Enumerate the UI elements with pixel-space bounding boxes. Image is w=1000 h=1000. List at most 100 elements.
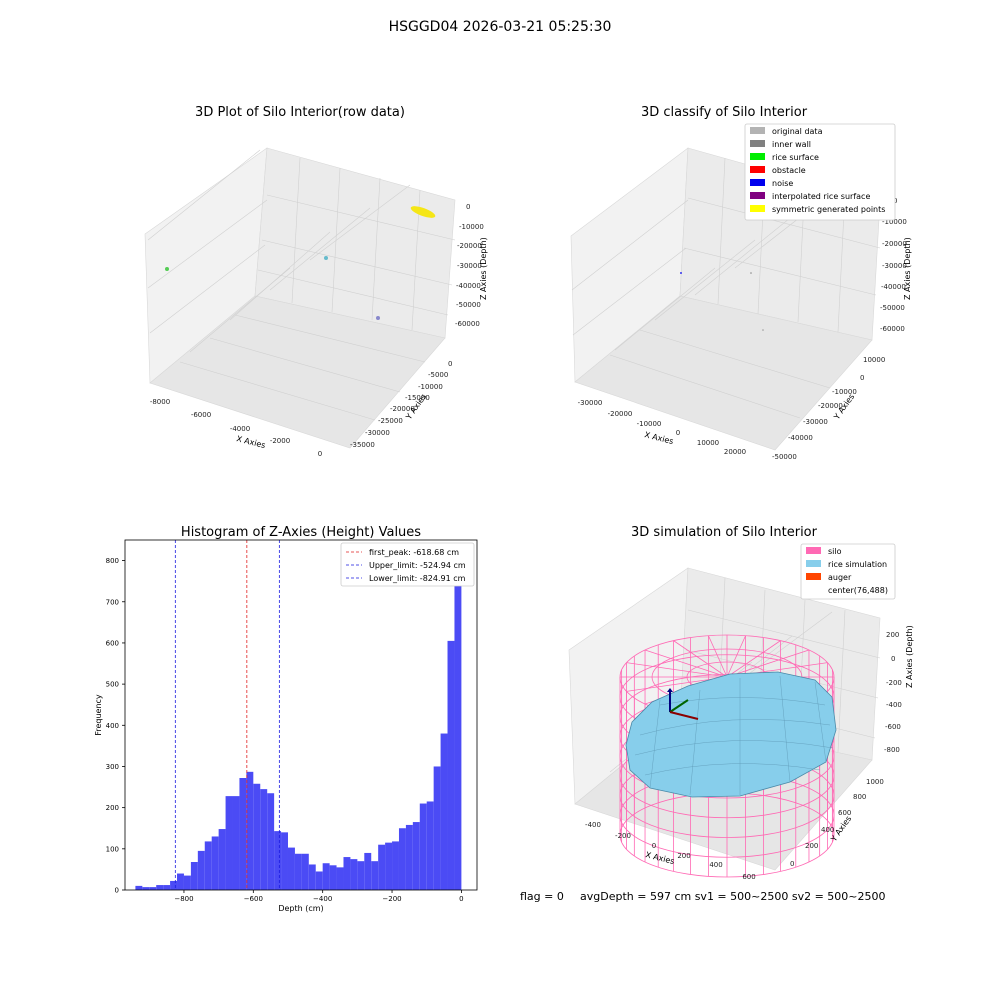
histogram-legend-box bbox=[340, 542, 475, 587]
raw3d-xtick: -2000 bbox=[270, 437, 290, 445]
sim3d-legend-label: center(76,488) bbox=[828, 586, 888, 595]
raw3d-xtick: 0 bbox=[318, 450, 322, 458]
silo-roof-spoke bbox=[726, 640, 781, 678]
raw3d-ztick: 0 bbox=[466, 203, 470, 211]
sim3d-ztick: -200 bbox=[886, 679, 902, 687]
sim3d-ytick: 200 bbox=[805, 842, 818, 850]
histogram-bar bbox=[225, 796, 233, 890]
classify3d-xtick: -10000 bbox=[637, 420, 662, 428]
raw3d-ztick: -40000 bbox=[456, 282, 481, 290]
histogram-ylabel: Frequency bbox=[94, 694, 103, 736]
classify3d-legend-label: symmetric generated points bbox=[772, 205, 885, 214]
raw3d-ytick: -20000 bbox=[390, 405, 415, 413]
sim3d-title: 3D simulation of Silo Interior bbox=[631, 525, 818, 540]
histogram-bar bbox=[301, 853, 309, 890]
histogram-ytick-label: 100 bbox=[106, 845, 119, 853]
silo-roof-spoke bbox=[644, 649, 728, 678]
silo-roof-spoke bbox=[673, 640, 728, 678]
histogram-bar bbox=[454, 560, 462, 890]
histogram-bar bbox=[204, 841, 212, 890]
histogram-bar bbox=[419, 803, 427, 890]
raw3d-grid bbox=[147, 149, 456, 421]
histogram-ytick-label: 500 bbox=[106, 681, 119, 689]
classify3d-legend-label: original data bbox=[772, 127, 823, 136]
histogram-bar bbox=[350, 859, 358, 890]
classify3d-legend-box bbox=[744, 123, 896, 221]
sim3d-legend-swatch bbox=[806, 560, 821, 567]
histogram-bar bbox=[253, 783, 261, 890]
histogram-xtick-label: 0 bbox=[459, 895, 463, 903]
classify3d-xtick: 20000 bbox=[724, 448, 746, 456]
histogram-bar bbox=[308, 864, 316, 890]
classify3d-point-wall bbox=[750, 272, 752, 274]
raw3d-xlabel: X Axies bbox=[236, 434, 267, 450]
histogram-ytick-label: 300 bbox=[106, 763, 119, 771]
sim3d-ztick: -400 bbox=[886, 701, 902, 709]
classify3d-ytick: -50000 bbox=[772, 453, 797, 461]
sim3d-ytick: 1000 bbox=[866, 778, 884, 786]
histogram-bar bbox=[364, 852, 372, 890]
histogram-bar bbox=[287, 847, 295, 890]
silo-roof-spoke bbox=[726, 649, 810, 678]
histogram-bar bbox=[385, 842, 393, 890]
classify3d-panel: 3D classify of Silo Interior -30000 -200… bbox=[570, 105, 912, 461]
histogram-bar bbox=[232, 796, 240, 890]
sim3d-zticks: 200 0 -200 -400 -600 -800 bbox=[884, 631, 902, 754]
sim3d-zlabel: Z Axies (Depth) bbox=[905, 625, 914, 688]
sim3d-legend-swatch bbox=[806, 547, 821, 554]
histogram-legend-label: Lower_limit: -824.91 cm bbox=[369, 574, 466, 583]
classify3d-legend-swatch bbox=[750, 153, 765, 160]
classify3d-xtick: -30000 bbox=[578, 399, 603, 407]
raw3d-ztick: -50000 bbox=[456, 301, 481, 309]
histogram-bar bbox=[149, 887, 157, 890]
histogram-ytick-label: 400 bbox=[106, 722, 119, 730]
sim3d-panel: 3D simulation of Silo Interior bbox=[568, 525, 914, 881]
histogram-axes-frame bbox=[124, 539, 478, 891]
classify3d-ztick: -50000 bbox=[880, 304, 905, 312]
histogram-xticks: −800 −600 −400 −200 0 bbox=[174, 890, 464, 903]
classify3d-yticks: 10000 0 -10000 -20000 -30000 -40000 -500… bbox=[772, 356, 885, 461]
histogram-bar bbox=[371, 861, 379, 890]
classify3d-ytick: 0 bbox=[860, 374, 864, 382]
classify3d-ztick: -20000 bbox=[882, 240, 907, 248]
histogram-xtick-label: −200 bbox=[382, 895, 401, 903]
sim3d-legend-label: silo bbox=[828, 547, 842, 556]
histogram-bar bbox=[336, 867, 344, 890]
histogram-bar bbox=[294, 853, 302, 890]
sim3d-legend-swatch bbox=[806, 573, 821, 580]
classify3d-grid bbox=[571, 157, 881, 419]
classify3d-ytick: -40000 bbox=[788, 434, 813, 442]
raw3d-xtick: -8000 bbox=[150, 398, 170, 406]
histogram-bar bbox=[433, 766, 441, 890]
sim3d-ytick: 400 bbox=[821, 826, 834, 834]
raw3d-ytick: -35000 bbox=[350, 441, 375, 449]
histogram-bar bbox=[267, 793, 275, 890]
raw3d-title: 3D Plot of Silo Interior(row data) bbox=[195, 105, 405, 120]
classify3d-legend: original data inner wall rice surface obsta… bbox=[744, 123, 896, 221]
raw3d-zlabel: Z Axies (Depth) bbox=[479, 237, 488, 300]
histogram-bar bbox=[190, 862, 198, 890]
histogram-bar bbox=[135, 885, 143, 890]
histogram-bar bbox=[447, 640, 455, 890]
raw3d-ztick: -30000 bbox=[457, 262, 482, 270]
sim3d-xtick: 400 bbox=[709, 861, 722, 869]
raw3d-ztick: -60000 bbox=[455, 320, 480, 328]
histogram-bar bbox=[343, 857, 351, 890]
raw3d-ytick: -30000 bbox=[365, 429, 390, 437]
classify3d-zlabel: Z Axies (Depth) bbox=[903, 237, 912, 300]
classify3d-xtick: 0 bbox=[676, 429, 680, 437]
sim3d-ytick: 0 bbox=[790, 860, 794, 868]
histogram-bar bbox=[260, 789, 268, 890]
histogram-xtick-label: −400 bbox=[313, 895, 332, 903]
histogram-bar bbox=[378, 844, 386, 890]
classify3d-legend-swatch bbox=[750, 127, 765, 134]
histogram-bar bbox=[177, 873, 184, 890]
classify3d-legend-swatch bbox=[750, 140, 765, 147]
figure-suptitle: HSGGD04 2026-03-21 05:25:30 bbox=[389, 19, 612, 35]
raw3d-ztick: -10000 bbox=[459, 223, 484, 231]
classify3d-xtick: -20000 bbox=[608, 410, 633, 418]
silo-roof-spoke bbox=[708, 635, 728, 678]
raw3d-xtick: -4000 bbox=[230, 425, 250, 433]
histogram-bars bbox=[135, 560, 462, 890]
sim3d-xticks: -400 -200 0 200 400 600 bbox=[585, 821, 756, 881]
